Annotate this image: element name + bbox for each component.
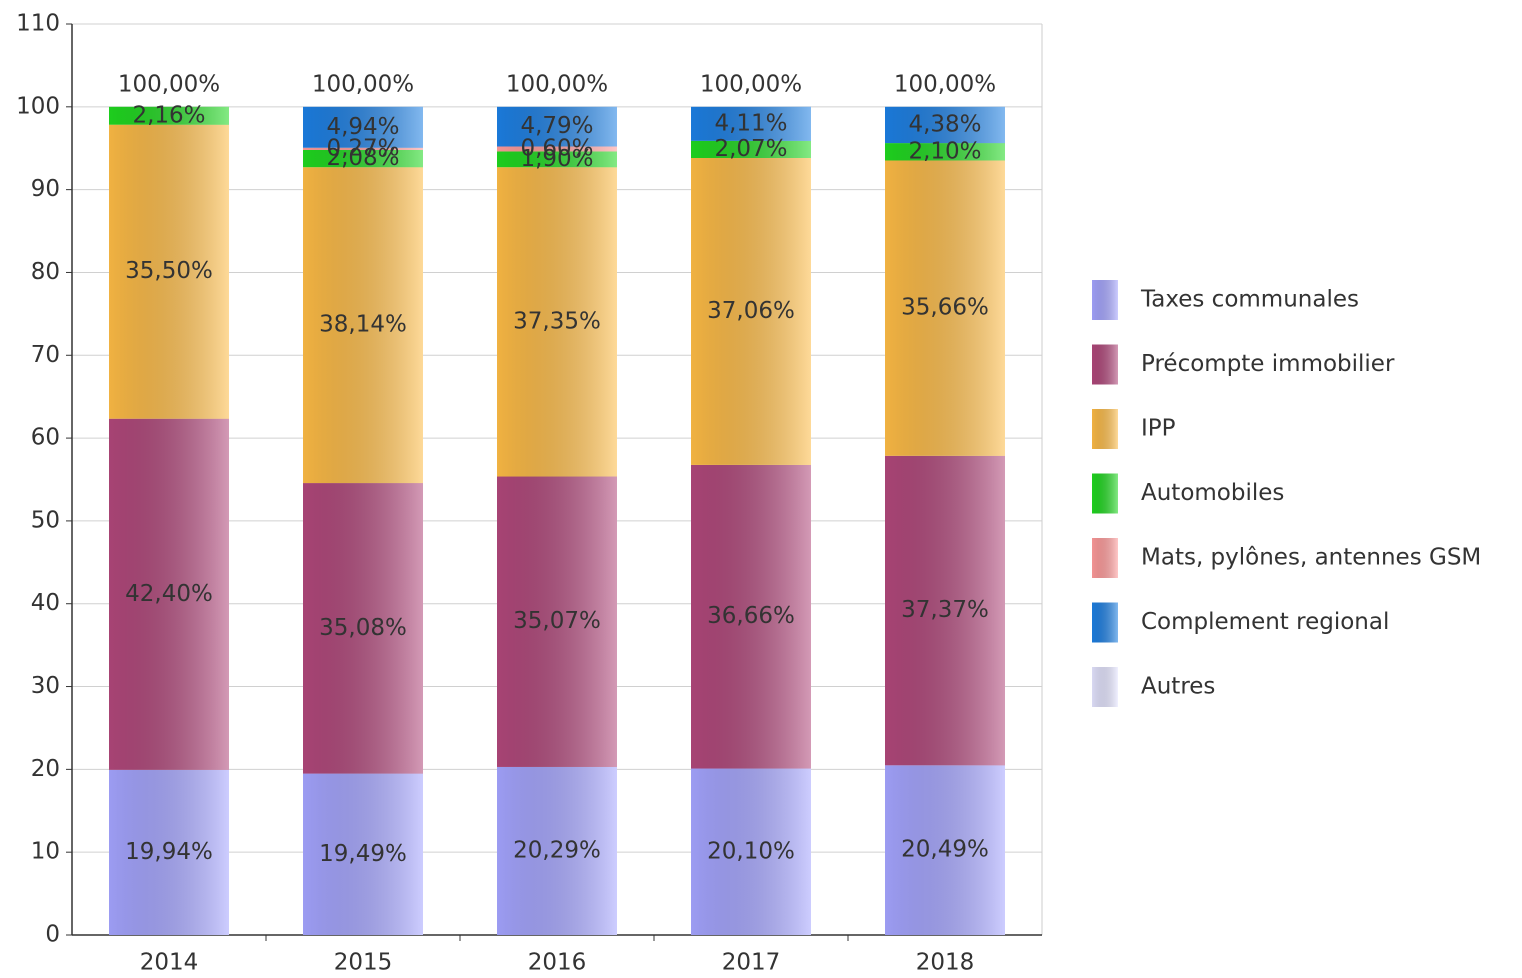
data-label: 2,16% <box>132 102 205 128</box>
bar-sheen <box>303 149 423 168</box>
data-label: 0,60% <box>520 135 593 161</box>
legend-sheen <box>1092 538 1118 578</box>
data-label: 37,35% <box>513 308 601 334</box>
bar-sheen <box>885 455 1005 766</box>
legend-sheen <box>1092 667 1118 707</box>
x-tick-label: 2016 <box>528 950 587 976</box>
bar-sheen <box>691 768 811 935</box>
data-label: 35,07% <box>513 608 601 634</box>
data-label: 0,27% <box>326 135 399 161</box>
bar-sheen <box>109 769 229 935</box>
total-label: 100,00% <box>700 71 802 97</box>
y-tick-label: 70 <box>31 342 60 368</box>
data-label: 19,94% <box>125 839 213 865</box>
y-tick-label: 80 <box>31 259 60 285</box>
bar-sheen <box>885 143 1005 161</box>
data-label: 19,49% <box>319 841 407 867</box>
bar-sheen <box>303 106 423 148</box>
data-label: 20,29% <box>513 837 601 863</box>
bar-sheen <box>497 106 617 147</box>
bar-sheen <box>109 418 229 770</box>
legend-label: Autres <box>1141 674 1215 700</box>
data-label: 38,14% <box>319 312 407 338</box>
data-label: 4,38% <box>908 111 981 137</box>
data-label: 1,90% <box>520 146 593 172</box>
bar-sheen <box>691 157 811 465</box>
y-tick-label: 100 <box>16 93 60 119</box>
bar-sheen <box>497 146 617 152</box>
data-label: 20,10% <box>707 838 795 864</box>
total-label: 100,00% <box>118 71 220 97</box>
bar-sheen <box>109 106 229 125</box>
bar-sheen <box>497 476 617 767</box>
y-tick-label: 30 <box>31 673 60 699</box>
bar-sheen <box>885 765 1005 935</box>
y-tick-label: 20 <box>31 756 60 782</box>
bar-sheen <box>497 151 617 168</box>
data-label: 2,07% <box>714 136 787 162</box>
y-tick-label: 40 <box>31 590 60 616</box>
legend-sheen <box>1092 280 1118 320</box>
bar-sheen <box>497 167 617 477</box>
legend-label: Taxes communales <box>1140 287 1359 313</box>
bar-sheen <box>885 106 1005 144</box>
legend-sheen <box>1092 602 1118 643</box>
data-label: 42,40% <box>125 581 213 607</box>
total-label: 100,00% <box>894 71 996 97</box>
y-tick-label: 0 <box>45 922 60 948</box>
bar-sheen <box>303 773 423 935</box>
bar-sheen <box>109 124 229 419</box>
legend-sheen <box>1092 473 1118 514</box>
y-tick-label: 50 <box>31 507 60 533</box>
bar-sheen <box>691 140 811 158</box>
data-label: 37,37% <box>901 597 989 623</box>
legend-label: Précompte immobilier <box>1141 351 1395 377</box>
data-label: 35,66% <box>901 295 989 321</box>
legend-label: Complement regional <box>1141 609 1389 635</box>
x-tick-label: 2014 <box>140 950 199 976</box>
total-label: 100,00% <box>506 71 608 97</box>
legend-sheen <box>1092 409 1118 449</box>
bar-sheen <box>303 167 423 484</box>
data-label: 4,94% <box>326 114 399 140</box>
data-label: 2,08% <box>326 145 399 171</box>
y-tick-label: 60 <box>31 425 60 451</box>
legend-label: Mats, pylônes, antennes GSM <box>1141 545 1481 571</box>
legend-sheen <box>1092 344 1118 385</box>
data-label: 20,49% <box>901 837 989 863</box>
y-tick-label: 110 <box>16 11 60 37</box>
legend-label: IPP <box>1141 416 1176 442</box>
total-label: 100,00% <box>312 71 414 97</box>
x-tick-label: 2018 <box>916 950 975 976</box>
data-label: 35,08% <box>319 615 407 641</box>
bar-sheen <box>303 147 423 150</box>
legend-label: Automobiles <box>1141 480 1284 506</box>
y-tick-label: 90 <box>31 176 60 202</box>
bar-sheen <box>497 766 617 935</box>
bar-sheen <box>303 483 423 774</box>
x-tick-label: 2015 <box>334 950 393 976</box>
data-label: 37,06% <box>707 298 795 324</box>
bar-sheen <box>691 106 811 141</box>
data-label: 4,79% <box>520 113 593 139</box>
y-tick-label: 10 <box>31 839 60 865</box>
data-label: 36,66% <box>707 603 795 629</box>
bar-sheen <box>691 464 811 769</box>
data-label: 2,10% <box>908 138 981 164</box>
bar-sheen <box>885 160 1005 456</box>
data-label: 35,50% <box>125 258 213 284</box>
x-tick-label: 2017 <box>722 950 781 976</box>
data-label: 4,11% <box>714 110 787 136</box>
